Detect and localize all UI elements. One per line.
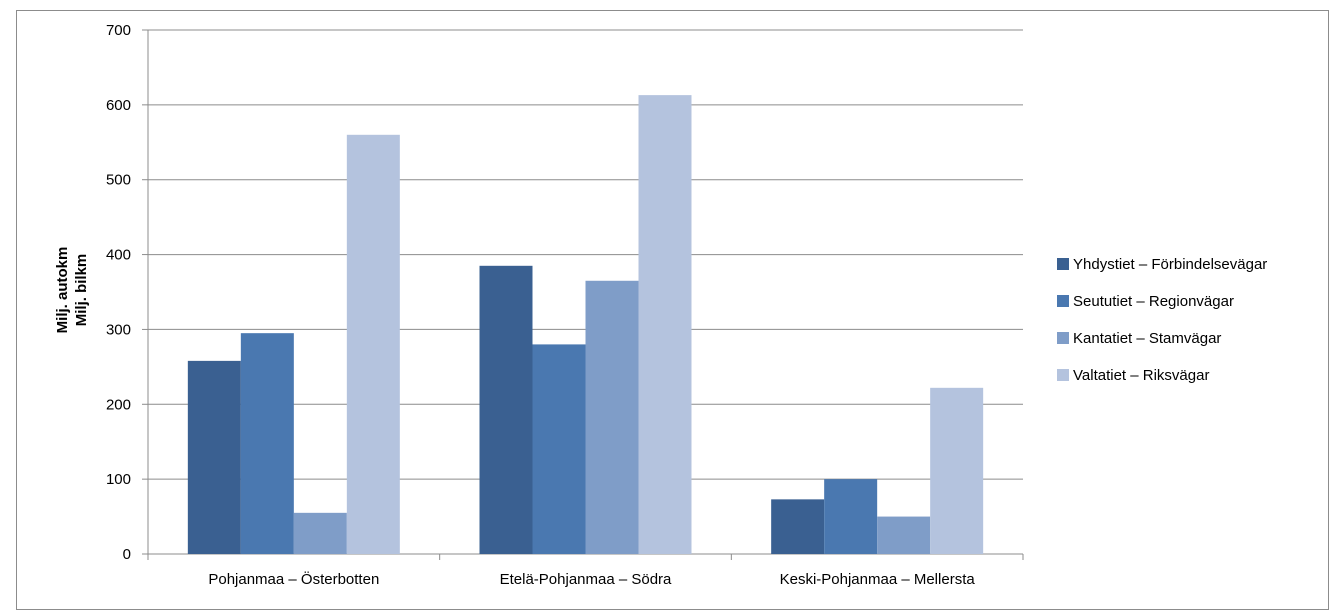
y-tick-label: 400 [106,247,131,264]
legend-item: Yhdystiet – Förbindelsevägar [1057,256,1267,273]
bar [771,499,825,554]
bar [638,95,692,554]
y-tick-label: 600 [106,97,131,114]
y-tick-label: 200 [106,396,131,413]
y-tick-label: 300 [106,321,131,338]
legend-item: Kantatiet – Stamvägar [1057,330,1221,347]
y-tick-label: 0 [123,546,131,563]
y-axis-label: Milj. autokm [54,247,71,334]
bar [930,387,984,554]
x-category-label: Etelä-Pohjanmaa – Södra [500,571,672,588]
bar-chart: 0 100 200 300 400 500 600 700 Pohjanmaa – Öster… [54,22,1267,588]
x-category-labels: Pohjanmaa – Österbotten Etelä-Pohjanmaa –… [208,570,975,588]
legend-item: Valtatiet – Riksvägar [1057,367,1209,384]
y-axis-label-secondary: Milj. bilkm [73,254,90,327]
y-tick-label: 500 [106,172,131,189]
legend-swatch [1057,258,1069,270]
x-category-label: Pohjanmaa – Österbotten [208,570,379,588]
legend-label: Kantatiet – Stamvägar [1073,330,1221,347]
bar [877,516,931,554]
legend-label: Seututiet – Regionvägar [1073,293,1234,310]
legend: Yhdystiet – Förbindelsevägar Seututiet – … [1057,256,1267,384]
legend-swatch [1057,332,1069,344]
y-tick-label: 700 [106,22,131,39]
bar [532,344,586,554]
legend-swatch [1057,369,1069,381]
legend-item: Seututiet – Regionvägar [1057,293,1234,310]
bar [346,134,400,555]
legend-label: Yhdystiet – Förbindelsevägar [1073,256,1267,273]
bar [187,360,241,554]
bar [293,512,347,554]
bar [824,479,878,554]
x-category-label: Keski-Pohjanmaa – Mellersta [780,571,976,588]
bars [187,95,984,555]
bar [585,280,639,554]
bar [479,265,533,554]
y-tick-labels: 0 100 200 300 400 500 600 700 [106,22,131,563]
y-tick-label: 100 [106,471,131,488]
legend-label: Valtatiet – Riksvägar [1073,367,1209,384]
legend-swatch [1057,295,1069,307]
bar [240,333,294,554]
